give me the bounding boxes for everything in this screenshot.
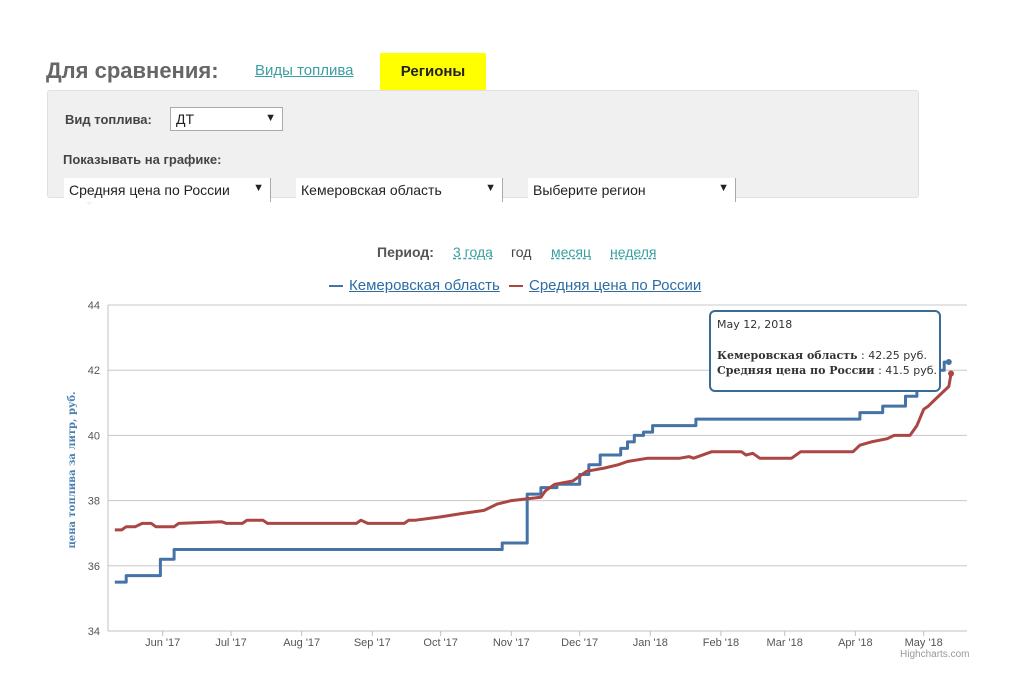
- x-tick-label: Nov '17: [493, 637, 530, 649]
- tab-regions[interactable]: Регионы: [380, 53, 486, 90]
- x-tick-label: Feb '18: [703, 637, 739, 649]
- x-tick-label: Jul '17: [215, 637, 246, 649]
- series-select-1-value: Средняя цена по России: [69, 182, 230, 198]
- x-tick-label: Dec '17: [561, 637, 598, 649]
- fuel-type-value: ДТ: [176, 111, 195, 127]
- legend-swatch: [509, 284, 523, 287]
- dropdown-arrow-icon: ▼: [485, 182, 496, 194]
- x-axis-ticks: Jun '17 Jul '17 Aug '17 Sep '17 Oct '17 Nov '…: [145, 631, 943, 649]
- legend-label: Средняя цена по России: [529, 277, 702, 294]
- period-3-years[interactable]: 3 года: [453, 244, 493, 260]
- series-lines: [114, 359, 955, 584]
- series-select-1[interactable]: Средняя цена по России ▼: [64, 178, 271, 202]
- x-tick-label: Jan '18: [633, 637, 668, 649]
- series-select-2-value: Кемеровская область: [301, 182, 442, 198]
- period-label: Период:: [377, 244, 434, 260]
- legend-swatch: [329, 284, 343, 287]
- tooltip-series-value: : 41.5 руб.: [878, 364, 938, 377]
- tooltip-date: May 12, 2018: [717, 318, 793, 331]
- show-on-chart-label: Показывать на графике:: [63, 152, 222, 167]
- period-week[interactable]: неделя: [610, 244, 657, 260]
- legend-item-russia[interactable]: Средняя цена по России: [509, 277, 701, 294]
- series-select-3[interactable]: Выберите регион ▼: [528, 178, 736, 202]
- legend-label: Кемеровская область: [349, 277, 500, 294]
- dropdown-arrow-icon: ▼: [718, 182, 729, 194]
- tooltip-series-name: Средняя цена по России: [717, 364, 875, 377]
- tooltip-series-name: Кемеровская область: [717, 349, 858, 362]
- series-select-3-value: Выберите регион: [533, 182, 646, 198]
- highcharts-credit[interactable]: Highcharts.com: [900, 649, 970, 660]
- y-axis-title: цена топлива за литр, руб.: [67, 391, 78, 548]
- x-tick-label: Mar '18: [767, 637, 803, 649]
- tooltip-row-kemerovo: Кемеровская область : 42.25 руб.: [717, 349, 933, 362]
- x-tick-label: May '18: [905, 637, 943, 649]
- dropdown-arrow-icon: ▼: [265, 112, 276, 124]
- fuel-type-select[interactable]: ДТ ▼: [170, 107, 283, 131]
- y-tick-label: 42: [88, 365, 100, 377]
- y-tick-label: 38: [88, 496, 100, 508]
- y-tick-label: 36: [88, 561, 100, 573]
- series-select-2[interactable]: Кемеровская область ▼: [296, 178, 503, 202]
- x-tick-label: Oct '17: [423, 637, 458, 649]
- series-line-0[interactable]: [114, 360, 949, 584]
- x-tick-label: Jun '17: [145, 637, 180, 649]
- series-point-1[interactable]: [948, 370, 955, 377]
- tooltip-row-russia: Средняя цена по России : 41.5 руб.: [717, 364, 937, 377]
- period-year[interactable]: год: [511, 244, 532, 260]
- tab-fuel-types[interactable]: Виды топлива: [255, 62, 354, 79]
- y-axis-ticks: 34 36 38 40 42 44: [88, 300, 100, 638]
- series-point-0[interactable]: [945, 359, 952, 366]
- compare-title: Для сравнения:: [46, 58, 219, 83]
- x-tick-label: Aug '17: [283, 637, 320, 649]
- y-tick-label: 44: [88, 300, 100, 312]
- series-line-1[interactable]: [114, 373, 953, 532]
- x-tick-label: Sep '17: [354, 637, 391, 649]
- x-tick-label: Apr '18: [838, 637, 873, 649]
- period-month[interactable]: месяц: [551, 244, 592, 260]
- y-tick-label: 34: [88, 626, 100, 638]
- dropdown-arrow-icon: ▼: [253, 182, 264, 194]
- legend-item-kemerovo[interactable]: Кемеровская область: [329, 277, 500, 294]
- tooltip-series-value: : 42.25 руб.: [861, 349, 927, 362]
- chart-tooltip: May 12, 2018 Кемеровская область : 42.25…: [709, 310, 941, 392]
- y-tick-label: 40: [88, 430, 100, 442]
- fuel-type-label: Вид топлива:: [65, 112, 152, 127]
